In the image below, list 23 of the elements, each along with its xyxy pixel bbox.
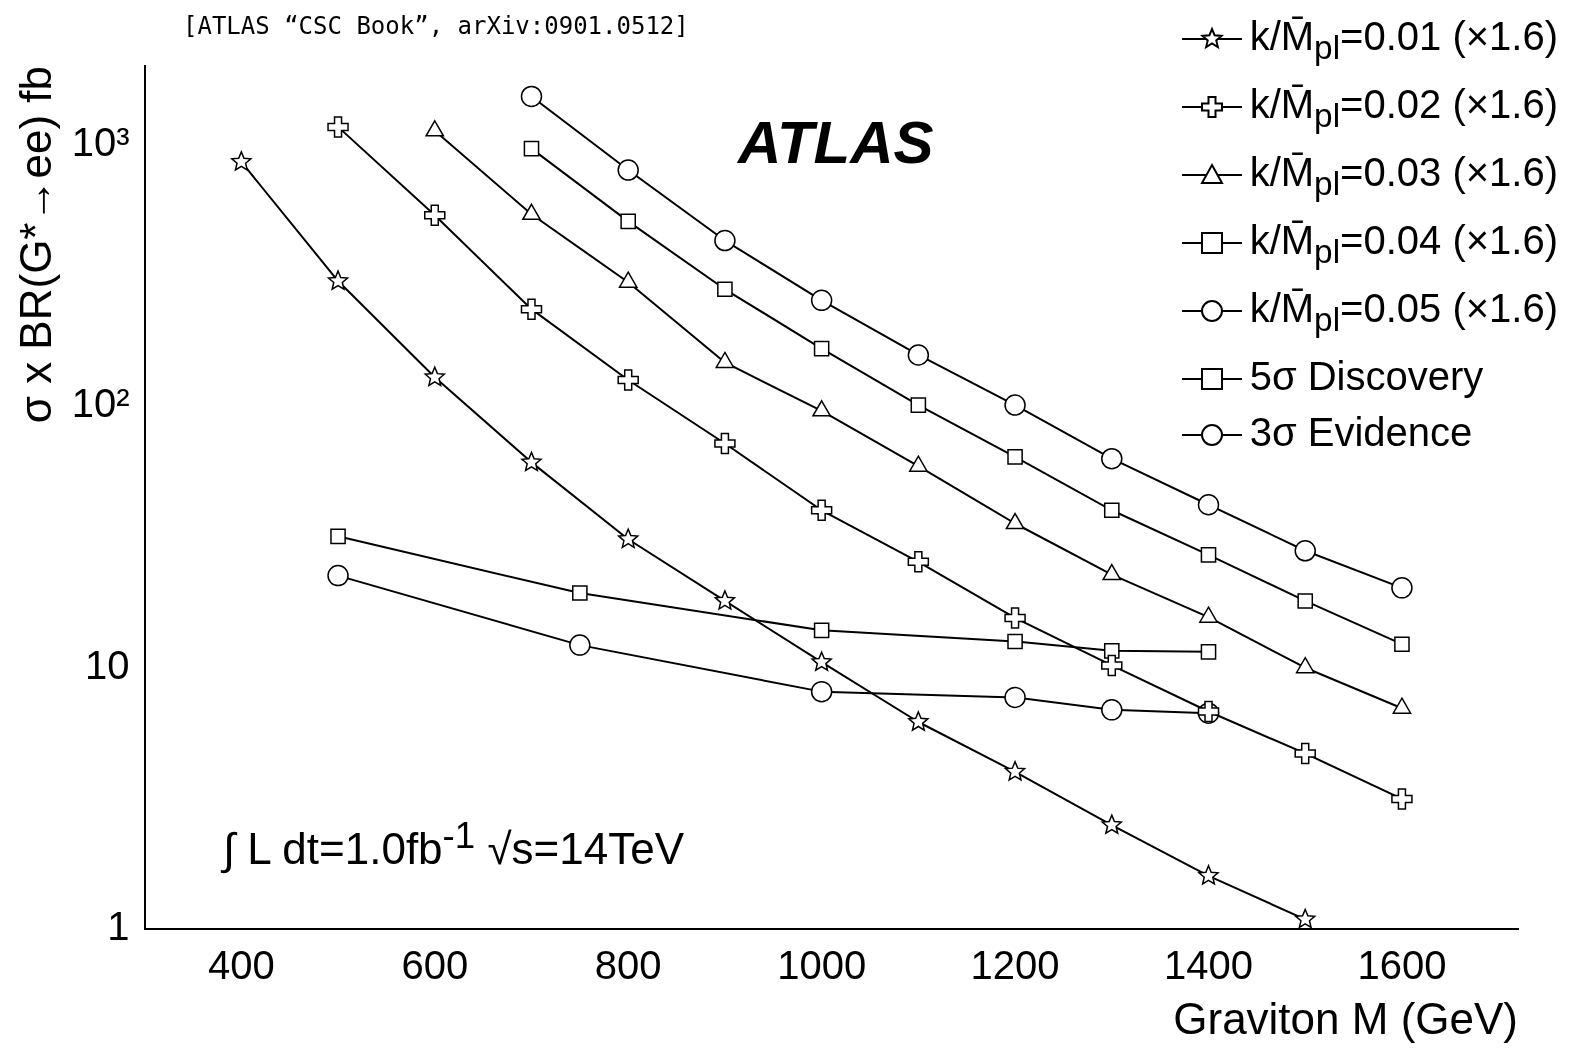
x-axis-title: Graviton M (GeV) [1173,993,1518,1043]
x-tick-label: 1600 [1357,943,1447,988]
legend-label: k/M̄$_{pl}$=0.05 (×1.6) [1249,286,1558,338]
legend-label: k/M̄$_{pl}$=0.02 (×1.6) [1249,82,1558,134]
x-tick-label: 800 [594,943,662,988]
legend-label: k/M̄$_{pl}$=0.04 (×1.6) [1249,218,1558,270]
x-tick-label: 1400 [1164,943,1253,988]
x-tick-label: 1000 [777,943,867,988]
y-tick-label: 10³ [71,119,130,164]
y-tick-label: 1 [107,904,130,949]
legend-label: k/M̄$_{pl}$=0.03 (×1.6) [1249,150,1558,202]
annotation: ATLAS [738,109,934,176]
annotation: ∫ L dt=1.0fb$^{-1}$ √s=14TeV [223,815,685,873]
legend-label: k/M̄$_{pl}$=0.01 (×1.6) [1249,14,1558,66]
x-tick-label: 400 [207,943,275,988]
x-tick-label: 600 [401,943,469,988]
y-tick-label: 10 [85,642,130,687]
y-axis-title: σ x BR(G*→ee) fb [10,66,60,424]
text: [ATLAS “CSC Book”, arXiv:0901.0512] [183,12,689,40]
legend-label: 5σ Discovery [1249,354,1484,398]
y-tick-label: 10² [71,381,130,426]
legend-label: 3σ Evidence [1249,410,1473,454]
x-tick-label: 1200 [970,943,1060,988]
